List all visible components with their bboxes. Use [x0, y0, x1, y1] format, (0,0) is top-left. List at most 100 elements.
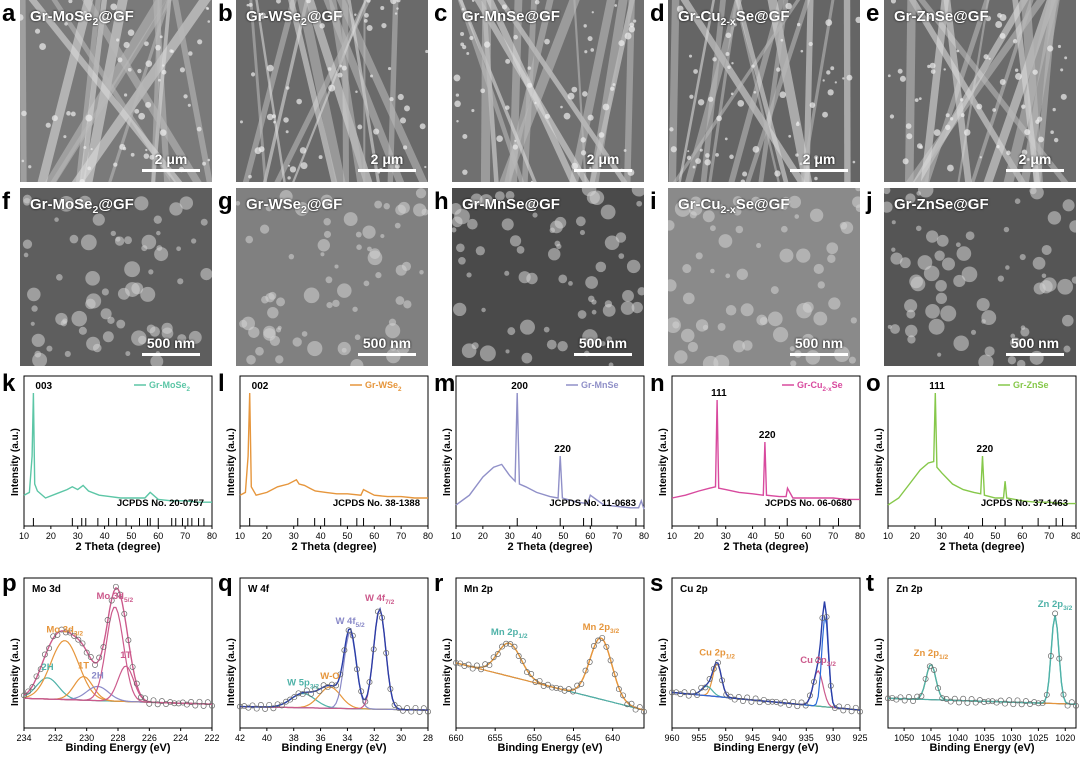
label-part: Cu 2p — [699, 648, 726, 659]
x-tick-label: 32 — [369, 733, 379, 743]
raw-data-point — [71, 632, 78, 639]
sem-texture — [452, 188, 644, 366]
particle — [101, 17, 109, 25]
particle — [589, 167, 592, 170]
raw-data-point — [79, 640, 86, 647]
particle — [590, 48, 595, 52]
x-tick-label: 60 — [369, 531, 379, 541]
particle — [394, 163, 400, 169]
y-axis-label: Intensity (a.u.) — [226, 638, 237, 706]
nanoparticle — [604, 300, 613, 308]
x-tick-label: 80 — [855, 531, 865, 541]
particle — [999, 79, 1006, 86]
x-tick-label: 80 — [1071, 531, 1080, 541]
xrd-plot: 10 20 30 40 50 60 70 80 111 220 Gr-Cu2-xSe JCPDS No… — [667, 375, 865, 541]
nanoparticle — [817, 281, 825, 289]
component-label: 1T — [120, 650, 131, 661]
particle — [460, 31, 465, 37]
x-axis-label: 2 Theta (degree) — [939, 541, 1025, 553]
panel-label: o — [866, 370, 881, 397]
nanoparticle — [622, 290, 634, 302]
scale-bar: 500 nm — [790, 335, 848, 356]
nanoparticle — [710, 225, 716, 232]
scale-bar-label: 500 nm — [146, 335, 196, 351]
nanoparticle — [891, 220, 896, 225]
nanoparticle — [326, 302, 333, 309]
particle — [699, 148, 703, 152]
particle — [1015, 73, 1022, 80]
particle — [560, 105, 563, 109]
particle — [602, 103, 610, 111]
component-label: W 4f5/2 — [335, 616, 365, 629]
label-part: 2 — [301, 16, 307, 28]
fiber — [735, 0, 789, 182]
nanoparticle — [756, 243, 762, 249]
nanoparticle — [245, 235, 254, 244]
particle — [712, 57, 717, 62]
plot-frame — [23, 375, 213, 527]
sem-texture — [22, 194, 212, 366]
particle — [366, 25, 373, 32]
particle — [947, 164, 954, 172]
particle — [239, 120, 243, 124]
fiber — [573, 0, 587, 182]
raw-data-point — [358, 688, 365, 695]
particle — [207, 20, 211, 23]
raw-data-point — [408, 708, 415, 715]
particle — [259, 12, 263, 17]
particle — [134, 108, 140, 114]
x-tick-label: 80 — [639, 531, 649, 541]
nanoparticle — [855, 188, 860, 192]
raw-data-point — [607, 657, 614, 664]
x-tick-label: 20 — [910, 531, 920, 541]
particle — [45, 122, 51, 128]
nanoparticle — [953, 274, 966, 288]
nanoparticle — [674, 200, 691, 217]
particle — [697, 99, 705, 106]
particle — [51, 115, 58, 122]
particle — [462, 133, 468, 139]
nanoparticle — [790, 360, 797, 366]
raw-data-point — [519, 658, 526, 665]
x-tick-label: 40 — [964, 531, 974, 541]
nanoparticle — [71, 310, 88, 327]
scale-bar-line — [574, 353, 632, 356]
nanoparticle — [56, 273, 63, 281]
particle — [287, 176, 291, 180]
particle — [933, 129, 941, 137]
nanoparticle — [796, 248, 811, 263]
raw-data-point — [972, 699, 979, 706]
panel-label: s — [650, 570, 664, 597]
raw-data-point — [54, 631, 61, 638]
plot-frame — [239, 375, 429, 527]
raw-data-point — [773, 698, 780, 705]
nanoparticle — [1047, 211, 1062, 225]
raw-data-point — [241, 703, 248, 710]
raw-data-point — [399, 707, 406, 714]
nanoparticle — [905, 193, 916, 204]
nanoparticle — [363, 280, 370, 287]
raw-data-point — [935, 685, 942, 692]
nanoparticle — [813, 311, 828, 326]
x-tick-label: 40 — [100, 531, 110, 541]
nanoparticle — [295, 202, 309, 216]
x-tick-label: 40 — [262, 733, 272, 743]
nanoparticle — [461, 343, 477, 359]
nanoparticle — [1019, 253, 1026, 261]
nanoparticle — [23, 252, 29, 258]
particle — [403, 145, 408, 150]
raw-data-point — [125, 637, 132, 644]
particle — [144, 41, 149, 47]
raw-data-point — [603, 643, 610, 650]
nanoparticle — [687, 341, 698, 353]
raw-data-point — [1018, 701, 1025, 708]
label-part: W 4f — [335, 616, 356, 627]
nanoparticle — [840, 221, 854, 234]
nanoparticle — [475, 246, 485, 256]
nanoparticle — [1020, 325, 1026, 330]
plot-frame — [455, 577, 645, 729]
particle — [425, 49, 428, 54]
particle — [85, 114, 93, 122]
label-part: 2-x — [823, 386, 833, 393]
nanoparticle — [385, 323, 401, 339]
